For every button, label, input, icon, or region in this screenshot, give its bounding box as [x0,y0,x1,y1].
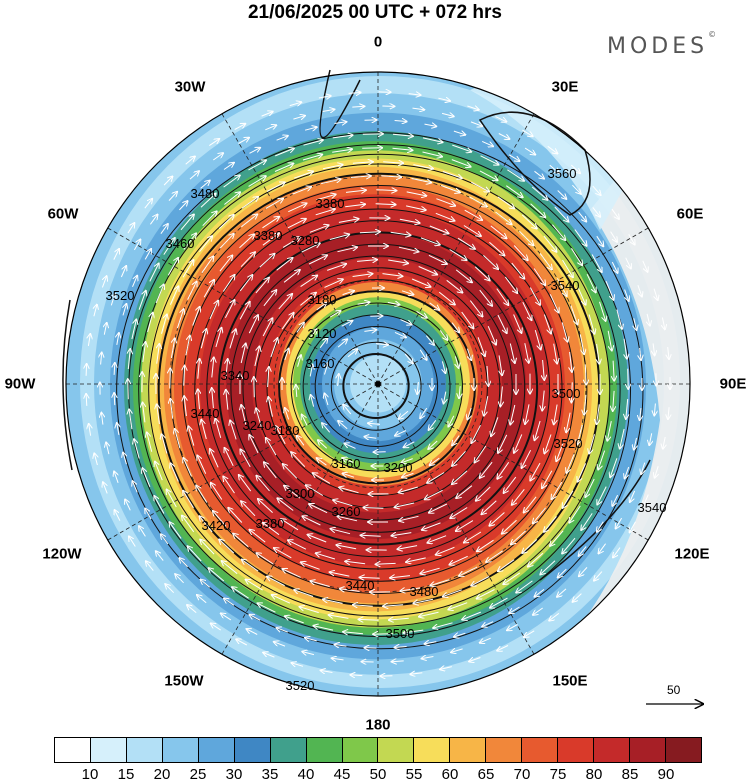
contour-label-4: 3380 [254,228,283,243]
contour-label-21: 3520 [554,436,583,451]
colorbar-swatch-10 [414,738,450,762]
colorbar-swatch-0 [55,738,91,762]
colorbar-swatch-8 [343,738,379,762]
lon-label-90e: 90E [720,376,747,393]
contour-label-0: 3520 [106,288,135,303]
lon-label-120e: 120E [674,546,709,563]
contour-label-25: 3240 [243,418,272,433]
contour-label-19: 3560 [548,166,577,181]
colorbar-swatch-17 [666,738,701,762]
contour-label-23: 3440 [191,406,220,421]
wind-scale-label: 50 [667,683,680,697]
contour-label-12: 3380 [256,516,285,531]
lon-label-90w: 90W [5,376,36,393]
colorbar-tick-50: 50 [370,766,387,783]
contour-label-7: 3160 [306,356,335,371]
contour-label-10: 3260 [332,504,361,519]
contour-label-1: 3480 [191,186,220,201]
contour-label-22: 3500 [552,386,581,401]
colorbar-swatch-5 [235,738,271,762]
wind-arrow-477 [628,369,629,389]
wind-arrow-451 [128,379,129,399]
colorbar-tick-45: 45 [334,766,351,783]
colorbar-swatch-9 [378,738,414,762]
colorbar-tick-40: 40 [298,766,315,783]
colorbar-tick-15: 15 [118,766,135,783]
contour-label-27: 3120 [308,326,337,341]
colorbar-tick-85: 85 [622,766,639,783]
colorbar-tick-30: 30 [226,766,243,783]
contour-label-16: 3500 [386,626,415,641]
contour-label-13: 3420 [202,518,231,533]
colorbar-swatch-1 [91,738,127,762]
colorbar-swatch-2 [127,738,163,762]
lon-label-0: 0 [374,34,382,51]
lon-label-60w: 60W [48,206,79,223]
colorbar-swatch-13 [522,738,558,762]
lon-label-30w: 30W [175,79,206,96]
colorbar-swatch-4 [199,738,235,762]
colorbar-swatch-14 [558,738,594,762]
contour-label-8: 3160 [332,456,361,471]
contour-label-20: 3540 [551,278,580,293]
wind-arrow-464 [363,134,383,135]
colorbar [54,737,702,763]
colorbar-tick-25: 25 [190,766,207,783]
wind-arrow-621 [86,364,87,376]
contour-label-9: 3200 [384,460,413,475]
colorbar-swatch-16 [630,738,666,762]
colorbar-tick-10: 10 [82,766,99,783]
lon-label-150w: 150W [164,673,203,690]
lon-label-150e: 150E [552,673,587,690]
wind-arrow-506 [114,363,115,375]
lon-label-60e: 60E [677,206,704,223]
colorbar-tick-35: 35 [262,766,279,783]
contour-label-2: 3460 [166,236,195,251]
colorbar-tick-75: 75 [550,766,567,783]
colorbar-tick-70: 70 [514,766,531,783]
colorbar-tick-60: 60 [442,766,459,783]
colorbar-tick-65: 65 [478,766,495,783]
colorbar-tick-55: 55 [406,766,423,783]
lon-label-120w: 120W [42,546,81,563]
contour-label-5: 3280 [291,233,320,248]
wind-arrow-620 [86,394,87,406]
colorbar-swatch-7 [307,738,343,762]
lon-label-180: 180 [365,717,390,734]
colorbar-swatch-15 [594,738,630,762]
colorbar-swatch-6 [271,738,307,762]
contour-label-24: 3340 [221,368,250,383]
contour-label-11: 3300 [286,486,315,501]
colorbar-swatch-3 [163,738,199,762]
wind-arrow-105 [254,377,255,397]
contour-label-6: 3180 [308,292,337,307]
wind-arrow-505 [114,393,115,405]
lon-label-30e: 30E [552,79,579,96]
contour-label-26: 3180 [271,423,300,438]
contour-label-3: 3380 [316,196,345,211]
contour-label-15: 3480 [410,584,439,599]
wind-arrow-309 [170,368,171,388]
colorbar-tick-20: 20 [154,766,171,783]
colorbar-swatch-12 [486,738,522,762]
contour-label-14: 3440 [346,578,375,593]
colorbar-tick-90: 90 [658,766,675,783]
colorbar-tick-80: 80 [586,766,603,783]
wind-arrow-412 [362,148,382,149]
colorbar-swatch-11 [450,738,486,762]
pole-marker [375,381,381,387]
